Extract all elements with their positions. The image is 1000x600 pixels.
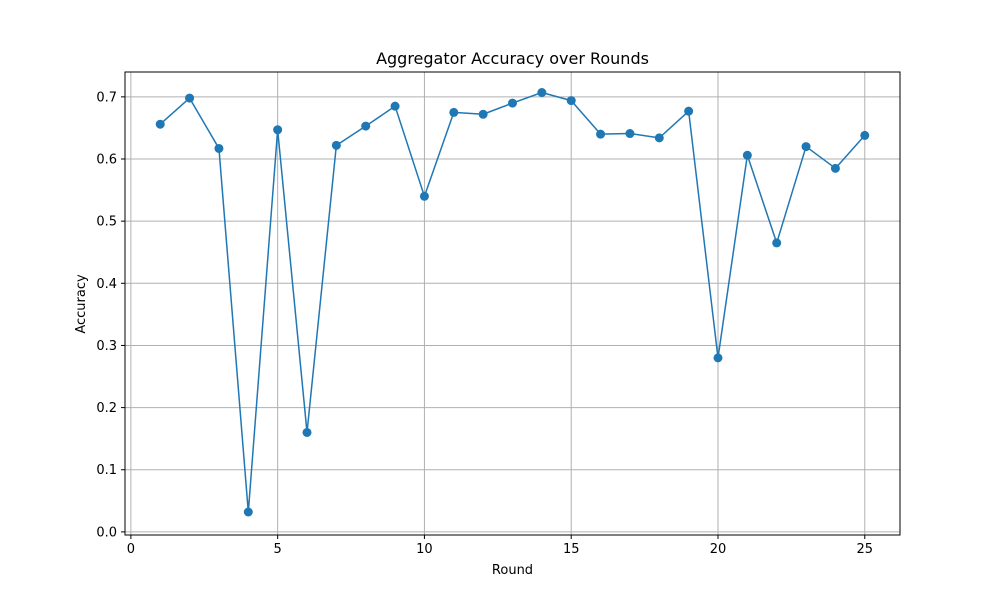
grid-lines xyxy=(125,72,900,535)
data-point xyxy=(361,121,371,131)
y-tick-label: 0.1 xyxy=(96,463,117,478)
x-tick-label: 20 xyxy=(710,542,727,557)
data-point xyxy=(273,125,283,135)
y-tick-label: 0.6 xyxy=(96,153,117,168)
chart-title: Aggregator Accuracy over Rounds xyxy=(376,49,649,68)
data-point xyxy=(302,427,312,437)
data-point xyxy=(243,507,253,517)
x-tick-label: 5 xyxy=(274,542,282,557)
data-point xyxy=(625,129,635,139)
y-axis: 0.0 0.1 0.2 0.3 0.4 0.5 0.6 0.7 xyxy=(96,90,125,540)
y-tick-label: 0.2 xyxy=(96,401,117,416)
data-point xyxy=(742,150,752,160)
y-tick-label: 0.3 xyxy=(96,339,117,354)
data-point xyxy=(684,106,694,116)
series-line xyxy=(159,91,866,513)
y-tick-label: 0.4 xyxy=(96,277,117,292)
data-point xyxy=(566,96,576,106)
data-point xyxy=(155,119,165,129)
x-axis: 0 5 10 15 20 25 xyxy=(127,535,873,557)
data-point xyxy=(537,88,547,98)
data-point xyxy=(596,129,606,139)
data-point xyxy=(654,133,664,143)
series-accuracy xyxy=(155,88,870,517)
data-point xyxy=(478,109,488,119)
data-point xyxy=(185,93,195,103)
data-point xyxy=(830,163,840,173)
data-point xyxy=(214,143,224,153)
data-point xyxy=(331,140,341,150)
x-tick-label: 15 xyxy=(563,542,580,557)
data-point xyxy=(713,353,723,363)
data-point xyxy=(860,130,870,140)
x-axis-label: Round xyxy=(492,563,533,578)
y-axis-label: Accuracy xyxy=(74,274,89,334)
data-point xyxy=(390,101,400,111)
x-tick-label: 10 xyxy=(416,542,433,557)
data-point xyxy=(801,142,811,152)
data-point xyxy=(419,191,429,201)
data-point xyxy=(772,238,782,248)
y-tick-label: 0.0 xyxy=(96,525,117,540)
x-tick-label: 25 xyxy=(856,542,873,557)
y-tick-label: 0.5 xyxy=(96,215,117,230)
y-tick-label: 0.7 xyxy=(96,90,117,105)
plot-frame xyxy=(124,71,901,536)
data-point xyxy=(449,107,459,117)
x-tick-label: 0 xyxy=(127,542,135,557)
data-point xyxy=(508,98,517,108)
